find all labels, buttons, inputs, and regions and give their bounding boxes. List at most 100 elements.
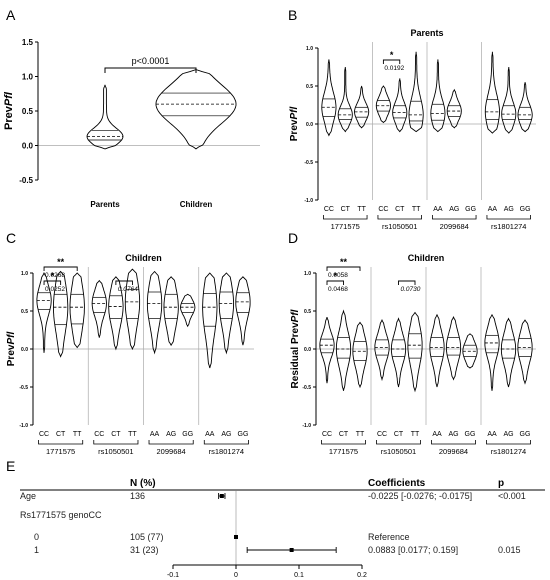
genotype-label: AG: [503, 431, 513, 438]
point-estimate: [234, 535, 238, 539]
y-tick-label: 1.0: [306, 46, 313, 52]
snp-group-label: rs1801274: [209, 447, 244, 456]
header-p: p: [498, 478, 504, 489]
significance-star: **: [57, 257, 65, 267]
significance-bracket: [115, 280, 133, 285]
snp-group-bracket: [203, 440, 249, 445]
y-tick-label: 1.0: [304, 271, 311, 277]
genotype-label: AA: [432, 431, 442, 438]
genotype-label: CC: [377, 431, 387, 438]
genotype-label: CC: [378, 206, 388, 213]
significance-bracket: [43, 266, 78, 271]
snp-group-bracket: [431, 440, 476, 445]
genotype-label: GG: [465, 206, 476, 213]
violin-2099684-gg: [462, 333, 478, 369]
p-value-label: 0.0192: [384, 65, 404, 72]
x-category-label: Parents: [90, 200, 120, 209]
p-value-label: 0.0730: [401, 286, 421, 293]
y-axis-label-main: Prev: [6, 344, 17, 366]
snp-group-label: rs1050501: [381, 447, 416, 456]
row-n: 105 (77): [130, 532, 164, 542]
y-axis-label-italic: Pfl: [6, 332, 17, 345]
y-tick-label: 0.0: [306, 122, 313, 128]
y-axis-label-main: Prev: [3, 105, 15, 130]
y-tick-label: 0.5: [22, 107, 34, 116]
y-tick-label: -0.5: [302, 385, 311, 391]
p-value-label: 0.0268: [45, 272, 65, 279]
genotype-label: TT: [412, 206, 421, 213]
genotype-label: AA: [150, 431, 160, 438]
genotype-label: AG: [449, 206, 459, 213]
p-value-label: 0.0252: [45, 286, 65, 293]
genotype-label: AA: [488, 206, 498, 213]
panel-letter: A: [6, 7, 16, 23]
violin-1771575-ct: [52, 270, 69, 358]
snp-group-bracket: [321, 440, 366, 445]
violin-children: [155, 69, 237, 150]
snp-group-label: 1771575: [331, 222, 360, 231]
row-n: 31 (23): [130, 545, 159, 555]
snp-group-label: rs1801274: [491, 222, 526, 231]
y-axis-label-main: Residual Prev: [290, 322, 301, 389]
y-tick-label: 0.0: [304, 347, 311, 353]
panel-letter: E: [6, 458, 15, 474]
y-axis-label-italic: Pfl: [290, 309, 301, 322]
row-p-value: <0.001: [498, 491, 526, 501]
genotype-label: GG: [182, 431, 193, 438]
violin-rs1801274-aa: [484, 51, 500, 134]
genotype-label: AG: [504, 206, 514, 213]
violin-2099684-aa: [430, 59, 446, 133]
snp-group-label: 1771575: [329, 447, 358, 456]
snp-group-label: rs1801274: [491, 447, 526, 456]
header-coefficients: Coefficients: [368, 478, 426, 489]
violin-2099684-ag: [163, 276, 179, 347]
row-label: 0: [34, 532, 39, 542]
x-tick-label: 0: [234, 572, 238, 579]
violin-rs1801274-ag: [501, 66, 517, 134]
panel-title: Parents: [410, 28, 443, 38]
violin-rs1801274-gg: [235, 276, 251, 346]
significance-bracket: [382, 59, 401, 64]
violin-rs1801274-aa: [484, 313, 500, 391]
snp-group-label: rs1050501: [98, 447, 133, 456]
violin-1771575-ct: [335, 309, 352, 391]
snp-group-bracket: [377, 215, 422, 220]
snp-group-label: 1771575: [46, 447, 75, 456]
genotype-label: TT: [356, 431, 365, 438]
y-axis-label-main: Prev: [289, 119, 300, 141]
row-p-value: 0.015: [498, 545, 521, 555]
snp-group-bracket: [323, 215, 368, 220]
row-label: Rs1771575 genoCC: [20, 510, 102, 520]
significance-star: *: [51, 271, 55, 281]
genotype-label: TT: [411, 431, 420, 438]
violin-2099684-gg: [180, 293, 196, 328]
violin-rs1801274-ag: [500, 317, 517, 388]
genotype-label: CT: [394, 431, 404, 438]
panel-letter: D: [288, 230, 298, 246]
genotype-label: GG: [465, 431, 476, 438]
genotype-label: CT: [111, 431, 121, 438]
panel-letter: B: [288, 7, 297, 23]
genotype-label: GG: [238, 431, 249, 438]
genotype-label: AA: [205, 431, 215, 438]
genotype-label: TT: [73, 431, 82, 438]
genotype-label: AG: [221, 431, 231, 438]
significance-bracket: [326, 280, 344, 285]
row-coefficient: Reference: [368, 532, 410, 542]
snp-group-bracket: [38, 440, 84, 445]
genotype-label: CC: [322, 431, 332, 438]
genotype-label: TT: [357, 206, 366, 213]
significance-bracket: [43, 280, 62, 285]
row-label: 1: [34, 545, 39, 555]
y-tick-label: 0.5: [21, 309, 28, 315]
y-tick-label: 1.0: [21, 271, 28, 277]
y-tick-label: -0.5: [304, 160, 313, 166]
y-tick-label: 0.0: [22, 141, 34, 150]
header-n: N (%): [130, 478, 156, 489]
y-tick-label: 0.5: [306, 84, 313, 90]
violin-rs1050501-tt: [407, 311, 423, 393]
genotype-label: CC: [39, 431, 49, 438]
y-tick-label: 0.0: [21, 347, 28, 353]
violin-1771575-tt: [352, 321, 368, 389]
y-tick-label: -1.0: [304, 198, 313, 204]
